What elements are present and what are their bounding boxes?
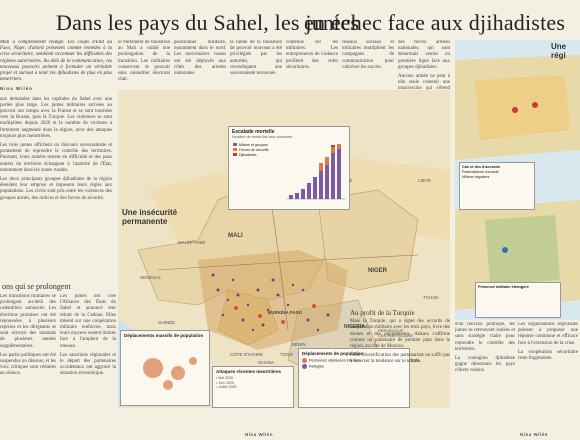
legend-swatch [302,364,307,369]
label-libya: LIBYE [418,178,431,183]
legend-item: Réfugiés [309,364,324,369]
body-text: La coopération sécuritaire reste fragmen… [518,349,578,362]
article-column-mid-2: positionner militaire, notamment dans le… [174,40,226,90]
displacement-legend-title: Déplacements de population [302,351,364,356]
body-text: des forces armées nationales, qui sont d… [398,40,450,70]
section-heading: ons qui se prolongent [2,282,71,291]
right-legend-item: Milieux réguliers [462,175,490,179]
article-column-left: Mali a complètement changé. Les coups d'… [0,40,112,280]
right-legend: Cas et des d'accords Pastoralisme nomade… [459,162,535,210]
legend-item: Milices et groupes [239,143,268,147]
right-panel-title: Une régi [551,42,567,60]
body-text: La contagion djihadiste gagne désormais … [455,356,515,374]
body-text: Les sanctions régionales et le départ de… [60,352,116,377]
attack-dots [211,273,330,332]
legend-swatch [302,358,307,363]
body-text: Les transitions militaires se prolongent… [0,294,56,349]
footer-byline-right: Nina Wilén [520,432,548,437]
map-title: Une insécurité permanente [122,208,178,226]
label-cote-ivoire: CÔTE D'IVOIRE [230,352,264,357]
body-text: Les juntes ont créé l'Alliance des États… [60,294,116,349]
massacre-dots [234,304,316,324]
label-niger: NIGER [368,268,388,274]
body-text: Mais la Turquie, qui a signé des accords… [350,319,450,350]
body-text: Cette diversification des partenariats n… [350,353,450,365]
body-text: la faible de la transition de pouvoir no… [230,40,282,77]
legend-item: Forces de sécurité [239,148,269,152]
legend-swatch [233,148,237,151]
body-text: réseaux sociaux et militaires multiplien… [342,40,394,70]
map-insecurity: Une insécurité permanente MAURITANIE MAL… [118,90,450,408]
body-text: aux demandes dans les capitales du Sahel… [0,96,112,139]
right-legend-2: Présence militaire étrangère [475,282,561,318]
byline: Nina Wilén [0,86,33,92]
label-burkina: BURKINA FASO [268,310,303,315]
legend-swatch [233,143,237,146]
inset-chart-title: Escalade mortelle [232,129,275,135]
body-text: contenus sur les militaires. Les entrepr… [286,40,338,70]
headline: Dans les pays du Sahel, les juntes en éc… [0,4,580,36]
legend-item: Personnes déplacées internes [309,358,361,363]
displacement-chart [143,357,197,390]
inset-chart-bars [287,144,345,200]
article-column-left-2: Les transitions militaires se prolongent… [0,294,56,429]
attack-item: • Juillet 2025 [216,385,237,389]
inset-chart-sub: Nombre de morts liés aux violences [232,135,293,139]
body-text: Les trois juntes affichent un discours s… [0,143,112,173]
attacks-title: Attaques récentes meurtrières [216,369,282,374]
body-text: le Parlement de transition au Mali a val… [118,40,170,83]
body-text: positionner militaire, notamment dans le… [174,40,226,77]
inset-chart-legend: Milices et groupes Forces de sécurité Dj… [233,143,283,158]
headline-part2: en échec face aux djihadistes [304,10,566,35]
right-panel-map: Une régi Cas et des d'accords Pastoralis… [455,40,580,320]
label-senegal: SÉNÉGAL [140,275,162,280]
article-column-mid-1: le Parlement de transition au Mali a val… [118,40,170,90]
label-togo: TOGO [280,352,294,357]
label-mali: MALI [228,233,243,239]
article-column-mid-5: réseaux sociaux et militaires multiplien… [342,40,394,90]
right-legend-item: Pastoralisme nomade [462,170,499,174]
legend-list: Personnes déplacées internes Réfugiés [299,358,409,370]
article-column-far-right-2: Les organisations régionales peinent à p… [518,322,578,434]
headline-part1: Dans les pays du Sahel, les juntes [56,10,360,35]
label-chad: TCHAD [423,295,439,300]
label-ghana: GHANA [258,360,275,365]
label-benin: BÉNIN [292,342,306,347]
attack-item: • Juin 2025 [216,380,234,385]
article-column-mid-4: contenus sur les militaires. Les entrepr… [286,40,338,90]
article-column-left-3: Les juntes ont créé l'Alliance des États… [60,294,116,429]
attacks-box: Attaques récentes meurtrières • Mai 2025… [212,366,294,408]
label-car: RÉPUBLIQUE CENTRAFRICAINE [378,328,414,338]
label-guinea: GUINÉE [158,320,176,325]
legend-item: Djihadistes [239,153,257,157]
body-text: Les deux principaux groupes djihadistes … [0,177,112,201]
attacks-list: • Mai 2025 • Juin 2025 • Juillet 2025 [213,376,293,390]
body-text: Les organisations régionales peinent à p… [518,322,578,346]
body-text: d'un horizon politique, les juntes se re… [455,322,515,352]
section2-heading: Au profit de la Turquie [350,310,415,317]
article-column-right-bottom: Au profit de la Turquie Mais la Turquie,… [350,310,450,435]
lede: Mali a complètement changé. Les coups d'… [0,40,112,83]
displacement-box: Déplacements massifs de population [120,330,210,406]
attack-item: • Mai 2025 [216,376,234,380]
label-mauritania: MAURITANIE [178,240,206,245]
presence-label: Présence militaire étrangère [478,285,529,289]
body-text: Les partis politiques ont été suspendus … [0,352,56,377]
displacement-title: Déplacements massifs de population [124,333,204,338]
label-nigeria: NIGERIA [344,324,365,330]
bar-stack [289,144,341,199]
legend-box: Déplacements de population Personnes dép… [298,348,410,408]
conflict-zone [198,250,348,350]
right-legend-title: Cas et des d'accords [462,165,500,169]
legend-swatch [233,153,237,156]
footer-byline-left: Nina Wilén [245,432,273,437]
inset-chart: Escalade mortelle Nombre de morts liés a… [228,126,350,210]
article-column-mid-3: la faible de la transition de pouvoir no… [230,40,282,90]
article-column-far-right-1: d'un horizon politique, les juntes se re… [455,322,515,434]
